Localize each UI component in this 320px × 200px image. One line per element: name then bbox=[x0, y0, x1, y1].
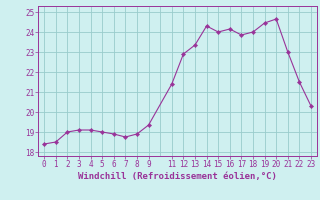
X-axis label: Windchill (Refroidissement éolien,°C): Windchill (Refroidissement éolien,°C) bbox=[78, 172, 277, 181]
